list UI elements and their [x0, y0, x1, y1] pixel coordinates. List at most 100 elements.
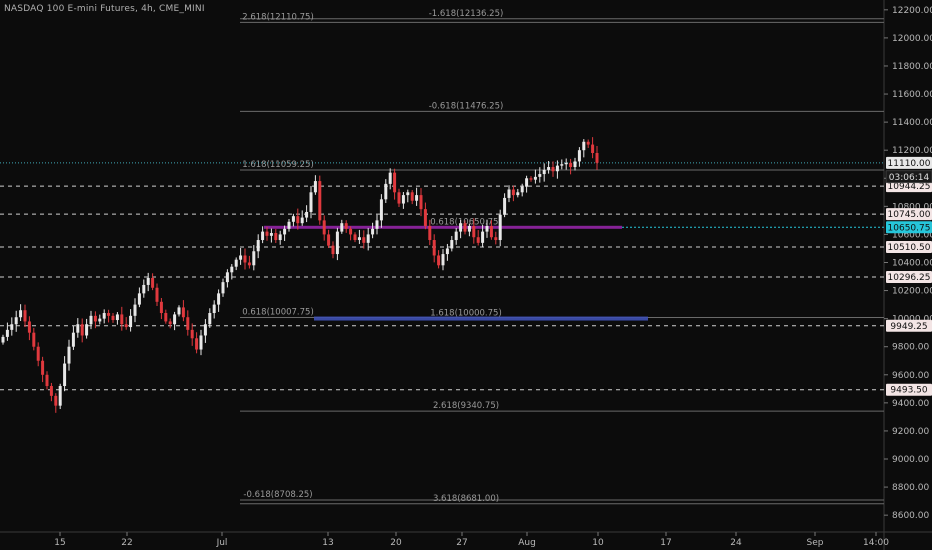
candle-body	[247, 262, 251, 266]
candle-body	[551, 167, 555, 172]
time-tick-label: 14:00	[863, 538, 889, 548]
candle-body	[155, 287, 159, 302]
candle-body	[63, 363, 67, 387]
fib-label: 0.618(10007.75)	[242, 308, 314, 318]
time-tick-label: Jul	[216, 538, 228, 548]
candle-body	[494, 237, 498, 241]
price-tick-label: 11600.00	[892, 90, 932, 100]
time-tick-label: Sep	[807, 538, 824, 548]
candle-body	[322, 220, 326, 235]
candle-body	[300, 217, 304, 224]
candle-body	[349, 228, 353, 235]
price-tick-label: 10400.00	[892, 258, 932, 268]
candle-body	[555, 165, 559, 172]
candle-body	[313, 181, 317, 193]
candle-body	[569, 162, 573, 168]
time-tick-label: 20	[390, 538, 402, 548]
candle-body	[538, 174, 542, 177]
candle-body	[287, 221, 291, 229]
candle-body	[463, 223, 467, 232]
candle-body	[230, 266, 234, 273]
candle-body	[58, 386, 62, 406]
candle-body	[137, 293, 141, 305]
candle-body	[489, 225, 493, 238]
countdown-label: 03:06:14	[889, 173, 930, 183]
price-level-label: 10510.50	[888, 243, 931, 253]
time-tick-label: 10	[592, 538, 604, 548]
candle-body	[586, 141, 590, 145]
countdown-tag	[885, 170, 932, 184]
chart-title: NASDAQ 100 E-mini Futures, 4h, CME_MINI	[4, 4, 205, 14]
candle-body	[168, 321, 172, 325]
candle-body	[186, 317, 190, 330]
price-tick-label: 10800.00	[892, 202, 932, 212]
price-level-tag	[886, 383, 932, 396]
price-tick-label: 8600.00	[892, 511, 929, 521]
candle-body	[217, 293, 221, 305]
candle-body	[582, 141, 586, 151]
price-tick-label: 9400.00	[892, 399, 929, 409]
price-tick-label: 10600.00	[892, 230, 932, 240]
current-price-tag	[886, 156, 932, 169]
candle-body	[327, 234, 331, 246]
price-tick-label: 12200.00	[892, 6, 932, 16]
candle-body	[472, 225, 476, 238]
price-tick-label: 12000.00	[892, 34, 932, 44]
candle-body	[80, 324, 84, 336]
candle-body	[159, 301, 163, 314]
blue-zone	[314, 316, 648, 321]
candle-body	[507, 189, 511, 198]
fib-label: 2.618(12110.75)	[242, 12, 314, 22]
candle-body	[344, 223, 348, 229]
candle-body	[41, 360, 45, 375]
candle-body	[485, 225, 489, 232]
candle-body	[221, 282, 225, 294]
candle-body	[67, 346, 71, 364]
candle-body	[23, 310, 27, 322]
candle-body	[49, 386, 53, 396]
price-tick-label: 11400.00	[892, 118, 932, 128]
candle-body	[384, 183, 388, 200]
candle-body	[234, 259, 238, 267]
candle-body	[89, 315, 93, 325]
candle-body	[410, 192, 414, 201]
candle-body	[353, 234, 357, 241]
candle-body	[375, 220, 379, 229]
candle-body	[533, 176, 537, 180]
candle-body	[261, 231, 265, 241]
candle-body	[10, 324, 14, 330]
candle-body	[102, 313, 106, 319]
candle-body	[467, 225, 471, 232]
price-level-label: 10296.25	[888, 273, 931, 283]
candle-body	[111, 315, 115, 321]
candle-body	[564, 162, 568, 165]
candle-body	[577, 150, 581, 162]
price-tick-label: 9000.00	[892, 455, 929, 465]
price-level-tag	[886, 319, 932, 332]
candle-body	[115, 314, 119, 321]
candle-body	[415, 195, 419, 201]
candle-body	[437, 255, 441, 266]
teal-level-label: 10650.75	[888, 223, 931, 233]
candle-body	[265, 231, 269, 236]
candle-body	[520, 186, 524, 193]
price-level-tag	[886, 271, 932, 284]
time-tick-label: 22	[121, 538, 132, 548]
candle-body	[1, 336, 5, 343]
candle-body	[243, 255, 247, 263]
candle-body	[27, 321, 31, 333]
candle-body	[454, 231, 458, 241]
price-level-tag	[886, 240, 932, 253]
candle-body	[19, 310, 23, 318]
candle-body	[591, 144, 595, 154]
fib-label: -1.618(12136.25)	[429, 9, 504, 19]
candle-body	[371, 228, 375, 235]
candle-body	[151, 277, 155, 288]
price-level-label: 10944.25	[888, 182, 931, 192]
fib-label: 1.618(11059.25)	[242, 160, 314, 170]
candle-body	[511, 189, 515, 196]
fib-label: 2.618(9340.75)	[433, 401, 499, 411]
candle-body	[195, 338, 199, 350]
candle-body	[388, 172, 392, 184]
